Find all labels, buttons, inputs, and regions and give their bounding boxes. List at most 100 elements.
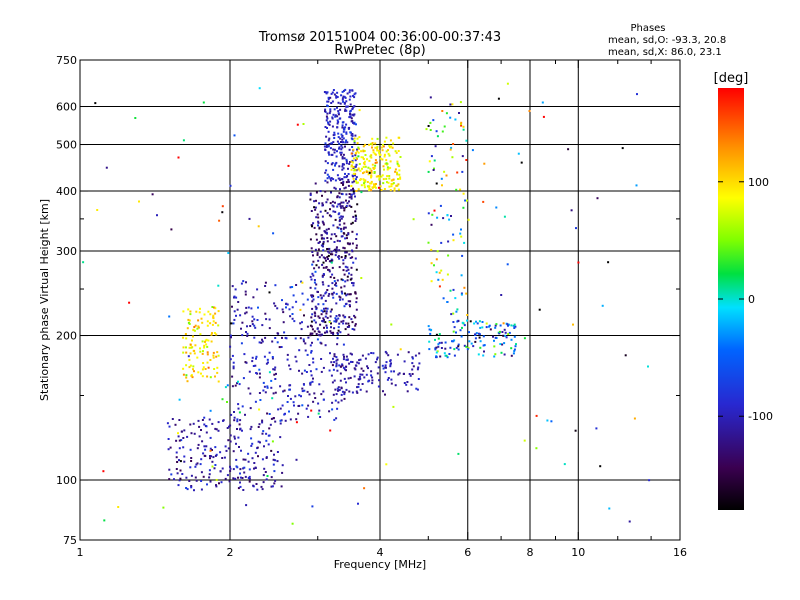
data-point bbox=[333, 108, 336, 111]
data-point bbox=[367, 173, 370, 176]
data-point bbox=[310, 247, 313, 250]
data-point bbox=[452, 321, 455, 323]
data-point bbox=[399, 348, 402, 351]
data-point bbox=[338, 249, 341, 252]
data-point bbox=[345, 162, 348, 165]
data-point bbox=[350, 165, 353, 168]
data-point bbox=[339, 298, 341, 301]
data-point bbox=[309, 275, 312, 278]
data-point bbox=[216, 371, 219, 374]
data-point bbox=[488, 324, 491, 327]
data-point bbox=[402, 373, 405, 375]
data-point bbox=[237, 380, 239, 383]
data-point bbox=[190, 432, 193, 435]
data-point bbox=[335, 318, 338, 321]
data-point bbox=[370, 352, 373, 354]
data-point bbox=[282, 321, 285, 324]
data-point bbox=[291, 306, 294, 309]
data-point bbox=[370, 142, 373, 145]
data-point bbox=[317, 259, 320, 262]
data-point bbox=[330, 153, 333, 156]
y-tick-label: 750 bbox=[56, 54, 77, 67]
data-point bbox=[305, 371, 308, 373]
data-point bbox=[345, 160, 348, 163]
data-point bbox=[355, 178, 357, 181]
data-point bbox=[449, 148, 452, 151]
data-point bbox=[319, 323, 322, 326]
data-point bbox=[396, 353, 399, 356]
data-point bbox=[336, 226, 339, 229]
data-point bbox=[232, 468, 235, 471]
data-point bbox=[310, 294, 313, 297]
data-point bbox=[370, 174, 373, 177]
data-point bbox=[189, 313, 192, 316]
data-point bbox=[322, 266, 325, 269]
data-point bbox=[385, 150, 388, 153]
data-point bbox=[336, 96, 339, 98]
data-point bbox=[240, 282, 243, 285]
data-point bbox=[209, 359, 212, 361]
data-point bbox=[367, 380, 370, 383]
data-point bbox=[263, 445, 265, 448]
data-point bbox=[314, 208, 317, 211]
data-point bbox=[354, 316, 357, 319]
data-point bbox=[477, 353, 480, 356]
data-point bbox=[291, 522, 294, 525]
data-point bbox=[337, 203, 340, 206]
data-point bbox=[276, 307, 279, 310]
data-point bbox=[333, 280, 336, 283]
data-point bbox=[338, 266, 341, 269]
data-point bbox=[335, 251, 338, 254]
data-point bbox=[387, 377, 390, 379]
data-point bbox=[244, 293, 247, 296]
data-point bbox=[348, 200, 350, 203]
data-point bbox=[339, 365, 342, 368]
data-point bbox=[209, 449, 212, 452]
data-point bbox=[494, 324, 497, 327]
data-point bbox=[327, 248, 330, 251]
data-point bbox=[185, 351, 188, 354]
data-point bbox=[494, 336, 497, 339]
data-point bbox=[196, 462, 199, 465]
data-point bbox=[268, 327, 271, 330]
data-point bbox=[459, 329, 462, 332]
data-point bbox=[257, 455, 259, 458]
data-point bbox=[528, 110, 531, 112]
data-point bbox=[601, 304, 604, 307]
data-point bbox=[215, 428, 218, 431]
data-point bbox=[342, 167, 345, 170]
data-point bbox=[342, 314, 345, 317]
data-point bbox=[192, 365, 195, 368]
data-point bbox=[352, 94, 354, 97]
data-point bbox=[452, 330, 455, 333]
data-point bbox=[441, 278, 444, 281]
data-point bbox=[334, 399, 337, 402]
data-point bbox=[359, 373, 362, 376]
data-point bbox=[351, 89, 354, 92]
data-point bbox=[231, 354, 234, 357]
data-point bbox=[325, 201, 328, 204]
data-point bbox=[192, 368, 194, 371]
data-point bbox=[397, 183, 400, 186]
data-point bbox=[201, 375, 204, 378]
data-point bbox=[363, 179, 366, 182]
data-point bbox=[345, 181, 348, 184]
data-point bbox=[436, 250, 439, 253]
data-point bbox=[214, 312, 217, 315]
data-point bbox=[280, 419, 283, 422]
data-point bbox=[370, 176, 372, 179]
data-point bbox=[302, 340, 305, 343]
data-point bbox=[280, 346, 283, 348]
data-point bbox=[445, 354, 448, 357]
data-point bbox=[465, 159, 468, 161]
data-point bbox=[229, 184, 232, 187]
data-point bbox=[390, 378, 393, 381]
data-point bbox=[342, 137, 345, 140]
data-point bbox=[494, 326, 497, 329]
data-point bbox=[341, 157, 344, 160]
data-point bbox=[230, 322, 233, 325]
data-point bbox=[317, 216, 320, 219]
data-point bbox=[465, 345, 468, 348]
data-point bbox=[396, 160, 399, 163]
data-point bbox=[320, 358, 323, 360]
